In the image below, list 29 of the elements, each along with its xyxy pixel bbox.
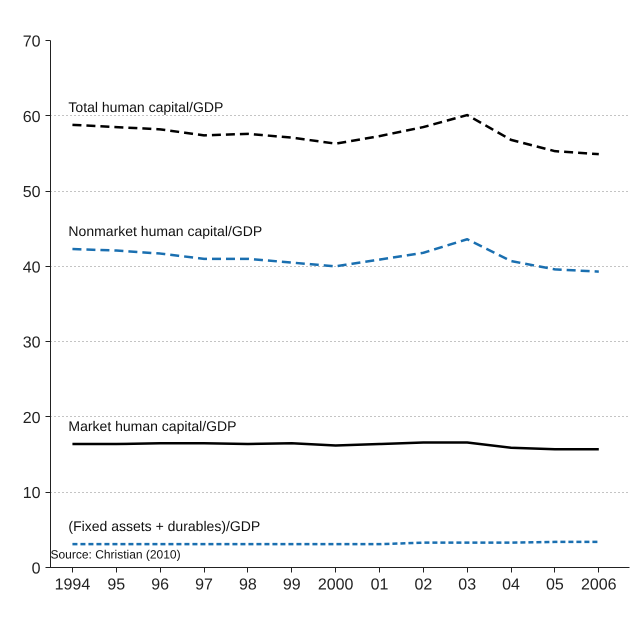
line-series bbox=[71, 441, 600, 451]
x-tick-label: 96 bbox=[151, 576, 170, 594]
annotation: Source: Christian (2010) bbox=[50, 548, 181, 562]
line-series bbox=[71, 114, 600, 156]
x-tick-label: 2006 bbox=[581, 576, 617, 594]
x-tick-label: 01 bbox=[370, 576, 388, 594]
x-tick-label: 02 bbox=[414, 576, 432, 594]
series-label: Nonmarket human capital/GDP bbox=[68, 223, 262, 240]
x-tick-label: 2000 bbox=[318, 576, 354, 594]
y-tick-label: 70 bbox=[22, 34, 41, 50]
x-tick-label: 05 bbox=[546, 576, 564, 594]
series-label: (Fixed assets + durables)/GDP bbox=[68, 518, 260, 534]
x-tick-label: 95 bbox=[107, 576, 126, 594]
y-tick-label: 10 bbox=[22, 485, 41, 502]
y-tick-label: 40 bbox=[22, 259, 41, 276]
y-tick-label: 30 bbox=[22, 334, 41, 352]
y-tick-label: 20 bbox=[22, 410, 41, 427]
x-tick-label: 99 bbox=[282, 576, 301, 594]
y-tick-label: 0 bbox=[32, 560, 41, 578]
x-tick-label: 04 bbox=[502, 576, 520, 594]
series-label: Total human capital/GDP bbox=[68, 98, 224, 115]
line-series bbox=[71, 238, 600, 273]
x-tick-label: 1994 bbox=[54, 576, 90, 594]
x-tick-label: 98 bbox=[238, 576, 257, 594]
x-tick-label: 03 bbox=[458, 576, 476, 594]
y-tick-label: 60 bbox=[22, 108, 41, 126]
y-tick-label: 50 bbox=[22, 184, 41, 202]
x-tick-label: 97 bbox=[195, 576, 214, 594]
series-label: Market human capital/GDP bbox=[68, 418, 237, 434]
